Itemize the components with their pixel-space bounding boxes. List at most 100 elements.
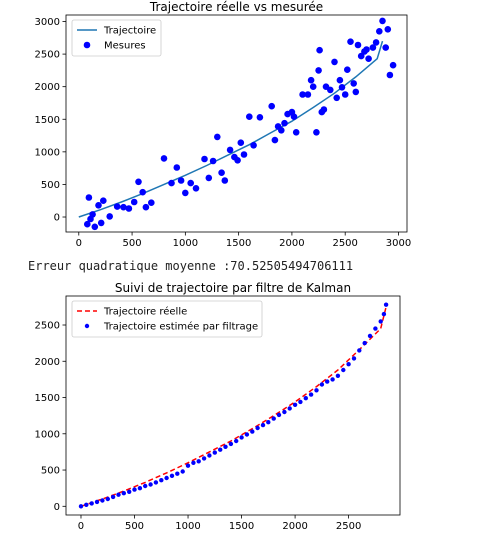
data-point: [271, 136, 279, 144]
data-point: [169, 473, 175, 478]
data-point: [276, 412, 282, 418]
data-point: [303, 396, 308, 401]
x-tick-label: 2000: [282, 521, 307, 532]
y-tick-label: 1000: [35, 429, 60, 440]
y-tick-label: 2500: [35, 321, 60, 332]
data-point: [319, 382, 325, 387]
data-point: [309, 83, 317, 90]
data-point: [201, 456, 207, 461]
data-point: [234, 157, 241, 164]
data-point: [333, 94, 341, 102]
data-point: [320, 106, 328, 113]
data-point: [378, 319, 383, 324]
data-point: [373, 326, 378, 331]
y-tick-label: 2500: [35, 50, 60, 61]
data-point: [298, 399, 303, 405]
data-point: [313, 129, 320, 136]
data-point: [148, 199, 155, 206]
data-point: [255, 425, 260, 431]
legend-entry: Trajectoire: [103, 26, 156, 37]
data-point: [316, 46, 323, 54]
data-point: [278, 127, 285, 134]
data-point: [228, 441, 234, 447]
data-point: [250, 142, 257, 149]
y-tick-label: 500: [41, 466, 60, 477]
data-point: [363, 46, 370, 53]
data-point: [148, 482, 153, 487]
data-point: [325, 379, 330, 384]
data-point: [218, 447, 223, 452]
data-point: [389, 61, 397, 69]
data-point: [344, 66, 351, 73]
data-point: [182, 189, 189, 197]
data-point: [214, 133, 221, 141]
data-point: [381, 311, 387, 317]
data-point: [207, 453, 212, 458]
data-point: [354, 41, 362, 49]
data-point: [205, 174, 213, 182]
data-point: [84, 220, 91, 228]
series-line-1: [78, 40, 384, 218]
data-point: [341, 367, 346, 373]
data-point: [372, 39, 380, 46]
y-tick-label: 0: [54, 502, 60, 513]
x-tick-label: 3000: [386, 238, 411, 249]
x-tick-label: 2500: [332, 238, 357, 249]
data-point: [121, 491, 127, 496]
data-point: [143, 483, 148, 489]
data-point: [376, 28, 383, 35]
data-point: [89, 211, 96, 218]
chart-title: Suivi de trajectoire par filtre de Kalma…: [115, 281, 351, 295]
data-point: [335, 373, 341, 378]
data-point: [379, 17, 386, 25]
legend-entry: Mesures: [104, 41, 146, 52]
data-point: [120, 203, 127, 211]
console-output: Erreur quadratique moyenne :70.525054947…: [28, 259, 354, 273]
data-point: [135, 178, 142, 186]
data-point: [201, 155, 208, 163]
data-point: [106, 213, 113, 220]
data-point: [299, 91, 306, 98]
data-point: [142, 203, 150, 211]
data-point: [192, 185, 200, 192]
y-tick-label: 3000: [35, 17, 60, 28]
axes-frame: [65, 295, 401, 516]
data-point: [175, 471, 180, 476]
data-point: [250, 429, 255, 434]
legend-marker-swatch: [83, 41, 91, 49]
data-point: [191, 460, 196, 465]
axes-frame: [65, 14, 408, 233]
data-point: [347, 38, 354, 45]
data-point: [290, 113, 298, 120]
data-point: [292, 402, 298, 407]
data-point: [308, 392, 314, 397]
x-tick-label: 1500: [226, 238, 251, 249]
data-point: [234, 438, 239, 444]
x-tick-label: 2500: [336, 521, 361, 532]
data-point: [281, 119, 288, 127]
data-point: [180, 469, 185, 474]
data-point: [240, 151, 248, 158]
data-point: [271, 416, 276, 421]
data-point: [127, 489, 132, 494]
y-tick-label: 0: [54, 213, 60, 224]
data-point: [78, 504, 84, 509]
data-point: [94, 499, 100, 505]
data-point: [91, 223, 99, 231]
legend-entry: Trajectoire réelle: [103, 306, 187, 318]
data-point: [369, 44, 377, 51]
data-point: [185, 463, 191, 468]
plot-area: [78, 302, 389, 509]
data-point: [160, 155, 168, 162]
data-point: [362, 340, 367, 346]
data-point: [196, 459, 201, 464]
data-point: [237, 139, 245, 146]
y-tick-label: 500: [41, 180, 60, 191]
data-point: [89, 501, 94, 506]
plot-area: [78, 17, 397, 231]
chart-title: Trajectoire réelle vs mesurée: [149, 0, 323, 14]
data-point: [97, 219, 105, 227]
data-point: [287, 406, 292, 411]
data-point: [260, 422, 266, 428]
